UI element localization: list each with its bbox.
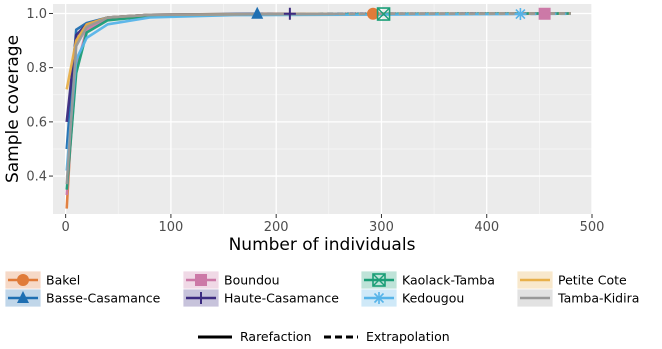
legend-label: Haute-Casamance	[224, 291, 339, 306]
marker-circle	[367, 7, 380, 20]
legend-key-marker	[373, 292, 385, 304]
x-tick-label: 0	[61, 220, 69, 235]
y-tick-label: 0.8	[26, 61, 47, 76]
legend-label: Basse-Casamance	[46, 291, 161, 306]
marker-circle	[17, 274, 29, 286]
x-tick-label: 500	[580, 220, 605, 235]
series-point-kedougou	[514, 8, 527, 21]
series-point-bakel	[367, 7, 380, 20]
legend-item: Haute-Casamance	[183, 289, 339, 307]
legend-key-marker	[372, 273, 386, 287]
series-line-tamba-kidira-rarefaction	[65, 12, 340, 185]
legend-label: Bakel	[46, 273, 80, 288]
y-tick-label: 1.0	[26, 7, 47, 22]
series-point-kaolack-tamba	[376, 7, 391, 21]
marker-star-d	[515, 8, 526, 20]
legend-label: Kaolack-Tamba	[402, 273, 495, 288]
axes: 0 100 200 300 400 500 0.4 0.6 0.8 1.0	[26, 7, 604, 235]
marker-square	[195, 274, 207, 286]
series-markers	[251, 6, 551, 21]
legend-key-marker	[17, 291, 29, 303]
marker-star-d	[373, 292, 385, 304]
y-axis-title: Sample coverage	[3, 35, 23, 183]
x-tick-label: 200	[264, 220, 289, 235]
legend-key-marker	[17, 274, 29, 286]
legend-key-marker	[195, 274, 207, 286]
series-point-basse-casamance	[251, 6, 264, 19]
marker-box-diag	[377, 7, 391, 21]
legend-item: Tamba-Kidira	[517, 289, 639, 307]
legend-key-marker	[195, 292, 207, 304]
legend: Bakel Basse-Casamance Boundou Haute-Casaman…	[5, 271, 639, 307]
legend-item: Petite Cote	[517, 271, 627, 289]
legend-item: Boundou	[183, 271, 280, 289]
legend-item: Kedougou	[361, 289, 464, 307]
legend-label: Boundou	[224, 273, 280, 288]
legend-label: Petite Cote	[558, 273, 627, 288]
x-tick-label: 400	[474, 220, 499, 235]
marker-triangle	[251, 6, 264, 19]
linetype-legend: Rarefaction Extrapolation	[198, 329, 450, 344]
legend-item: Basse-Casamance	[5, 289, 161, 307]
series-point-boundou	[538, 7, 551, 20]
y-tick-label: 0.6	[26, 115, 47, 130]
series-point-haute-casamance	[283, 7, 296, 20]
linetype-label: Extrapolation	[366, 329, 450, 344]
marker-square	[538, 7, 551, 20]
linetype-label: Rarefaction	[240, 329, 312, 344]
legend-label: Kedougou	[402, 291, 464, 306]
legend-item: Kaolack-Tamba	[361, 271, 495, 289]
marker-box	[376, 7, 391, 21]
y-tick-label: 0.4	[26, 170, 47, 185]
legend-item: Bakel	[5, 271, 80, 289]
marker-triangle	[17, 291, 29, 303]
marker-box-diag	[372, 273, 386, 287]
legend-label: Tamba-Kidira	[557, 291, 639, 306]
series-lines	[65, 12, 571, 209]
x-tick-label: 300	[369, 220, 394, 235]
marker-box	[372, 273, 386, 287]
x-tick-label: 100	[158, 220, 183, 235]
plot-panel	[53, 4, 592, 214]
x-axis-title: Number of individuals	[229, 235, 416, 255]
